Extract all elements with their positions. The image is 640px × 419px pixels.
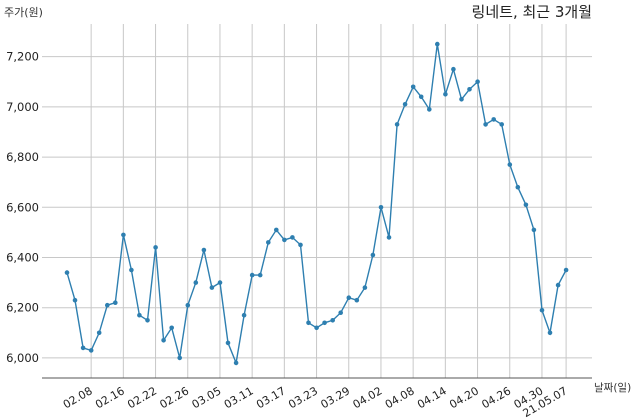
data-point bbox=[378, 205, 384, 210]
y-tick-label: 6,600 bbox=[6, 200, 39, 214]
data-point bbox=[314, 325, 319, 331]
data-point bbox=[298, 242, 303, 248]
data-point bbox=[290, 235, 295, 240]
x-tick-label: 03.23 bbox=[286, 384, 320, 411]
data-point bbox=[435, 41, 440, 47]
chart-title: 링네트, 최근 3개월 bbox=[472, 3, 592, 21]
data-point bbox=[233, 360, 239, 366]
y-tick-label: 6,200 bbox=[6, 301, 39, 315]
data-point bbox=[145, 318, 150, 323]
data-point bbox=[153, 245, 158, 250]
data-point bbox=[410, 84, 416, 90]
data-point bbox=[137, 312, 142, 318]
data-point bbox=[547, 330, 553, 336]
data-point bbox=[129, 267, 134, 273]
data-point bbox=[64, 270, 70, 275]
y-axis-ticks: 6,000 6,200 6,400 6,600 6,800 7,000 7,200 bbox=[6, 50, 39, 365]
data-point bbox=[274, 227, 279, 233]
data-point bbox=[362, 285, 368, 290]
data-point bbox=[322, 320, 327, 326]
x-tick-label: 03.17 bbox=[254, 384, 288, 411]
x-tick-label: 04.20 bbox=[447, 384, 481, 411]
x-tick-label: 04.08 bbox=[383, 384, 417, 411]
data-point bbox=[539, 307, 545, 313]
x-axis-label: 날짜(일) bbox=[594, 381, 631, 394]
data-point bbox=[330, 318, 336, 323]
data-point bbox=[555, 282, 561, 288]
y-tick-label: 7,200 bbox=[6, 50, 39, 64]
data-point bbox=[370, 252, 376, 258]
data-point bbox=[531, 227, 537, 233]
data-point bbox=[169, 325, 174, 331]
data-point bbox=[459, 97, 464, 102]
data-point bbox=[507, 162, 513, 167]
data-point bbox=[443, 92, 448, 97]
data-point bbox=[161, 338, 166, 343]
data-point bbox=[427, 107, 432, 112]
data-point bbox=[225, 340, 231, 346]
data-point bbox=[386, 235, 392, 240]
data-point bbox=[467, 87, 472, 92]
x-tick-label: 04.14 bbox=[415, 384, 449, 411]
data-point bbox=[201, 247, 207, 253]
y-tick-label: 6,800 bbox=[6, 150, 39, 164]
y-axis-label: 주가(원) bbox=[4, 6, 43, 19]
data-point bbox=[72, 297, 78, 303]
y-tick-label: 6,400 bbox=[6, 250, 39, 264]
data-point bbox=[483, 122, 488, 127]
x-tick-label: 02.22 bbox=[125, 384, 159, 411]
x-tick-label: 03.11 bbox=[222, 384, 256, 411]
data-point bbox=[249, 272, 255, 278]
data-point bbox=[88, 348, 94, 353]
data-point bbox=[217, 280, 223, 285]
x-tick-label: 04.26 bbox=[479, 384, 513, 411]
data-points bbox=[64, 41, 569, 366]
data-point bbox=[563, 267, 569, 273]
data-point bbox=[523, 202, 529, 208]
data-point bbox=[96, 330, 102, 336]
x-axis-ticks: 02.0802.1602.2202.2603.0503.1103.1703.23… bbox=[61, 384, 570, 419]
data-point bbox=[306, 320, 311, 326]
data-point bbox=[499, 122, 505, 127]
data-point bbox=[209, 285, 215, 290]
data-point bbox=[105, 302, 110, 308]
data-point bbox=[346, 295, 352, 301]
data-point bbox=[113, 300, 118, 306]
data-point bbox=[394, 122, 400, 127]
x-tick-label: 03.05 bbox=[190, 384, 224, 411]
data-point bbox=[475, 79, 480, 84]
x-tick-label: 03.29 bbox=[318, 384, 352, 411]
data-point bbox=[515, 184, 521, 190]
y-tick-label: 6,000 bbox=[6, 351, 39, 365]
data-point bbox=[402, 102, 408, 107]
data-point bbox=[177, 355, 182, 361]
data-point bbox=[282, 237, 287, 243]
data-point bbox=[193, 280, 199, 285]
data-point bbox=[80, 345, 86, 351]
data-point bbox=[185, 302, 191, 308]
data-point bbox=[266, 240, 271, 245]
grid-lines bbox=[42, 24, 592, 378]
data-point bbox=[338, 310, 344, 316]
x-tick-label: 02.08 bbox=[61, 384, 95, 411]
x-tick-label: 02.26 bbox=[157, 384, 191, 411]
data-point bbox=[451, 66, 456, 72]
data-point bbox=[491, 117, 497, 122]
data-point bbox=[257, 272, 263, 278]
y-tick-label: 7,000 bbox=[6, 100, 39, 114]
data-point bbox=[121, 232, 126, 238]
data-point bbox=[418, 94, 424, 100]
data-point bbox=[354, 297, 360, 303]
data-point bbox=[241, 312, 247, 318]
x-tick-label: 02.16 bbox=[93, 384, 127, 411]
x-tick-label: 04.02 bbox=[351, 384, 385, 411]
